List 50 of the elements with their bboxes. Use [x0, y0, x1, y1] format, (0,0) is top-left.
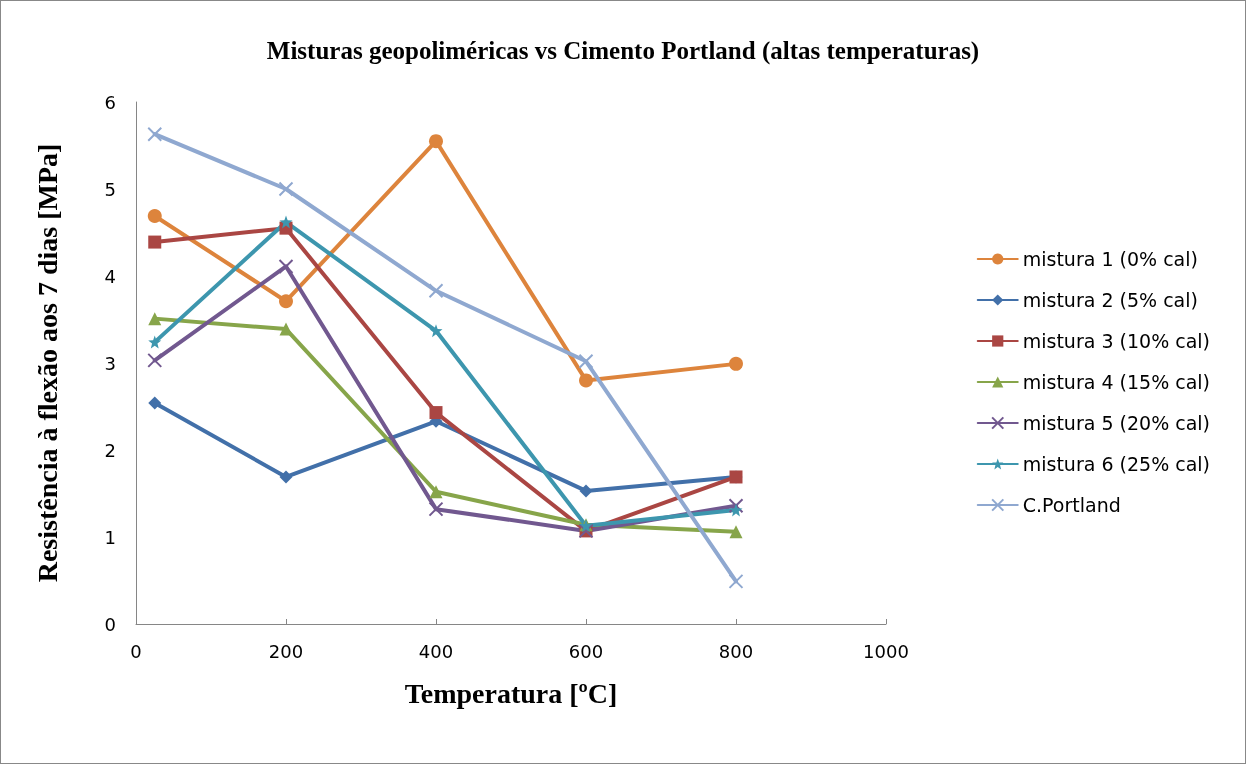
legend-label: mistura 2 (5% cal): [1022, 289, 1198, 311]
point: [429, 406, 443, 420]
point: [148, 235, 162, 249]
point: [728, 498, 744, 514]
point: [428, 501, 444, 517]
point: [429, 134, 443, 149]
y-axis-title: Resistência à flexão aos 7 dias [MPa]: [31, 143, 63, 583]
point: [279, 294, 293, 309]
point: [729, 503, 743, 517]
point: [148, 396, 162, 410]
point: [148, 335, 162, 349]
y-tick-label: 4: [104, 265, 116, 287]
y-tick-label: 0: [104, 613, 116, 635]
point: [578, 353, 594, 369]
legend-label: mistura 3 (10% cal): [1022, 330, 1210, 352]
point: [579, 373, 593, 388]
legend-label: mistura 4 (15% cal): [1022, 371, 1210, 393]
x-tick-label: 600: [568, 640, 604, 662]
x-axis-title: Temperatura [ºC]: [404, 677, 618, 709]
y-tick-label: 6: [104, 91, 116, 113]
point: [728, 573, 744, 589]
point: [147, 352, 163, 368]
point: [279, 470, 293, 484]
x-tick-label: 800: [718, 640, 754, 662]
legend-label: mistura 5 (20% cal): [1022, 412, 1210, 434]
x-tick-label: 400: [418, 640, 454, 662]
x-tick-label: 0: [130, 640, 142, 662]
point: [729, 356, 743, 371]
point: [278, 258, 294, 274]
y-tick-label: 5: [104, 178, 116, 200]
point: [429, 324, 443, 338]
legend-label: C.Portland: [1022, 494, 1121, 516]
point: [729, 525, 743, 539]
chart-title: Misturas geopoliméricas vs Cimento Portland (altas temperaturas): [266, 37, 980, 65]
point: [147, 126, 163, 142]
point: [279, 215, 293, 229]
point: [429, 485, 443, 499]
y-tick-label: 3: [104, 352, 116, 374]
point: [147, 208, 162, 223]
y-tick-label: 1: [104, 526, 116, 548]
point: [278, 181, 294, 197]
x-tick-label: 200: [268, 640, 304, 662]
x-tick-label: 1000: [863, 640, 909, 662]
point: [579, 484, 593, 498]
legend-label: mistura 1 (0% cal): [1022, 248, 1198, 270]
point: [279, 322, 293, 336]
point: [148, 312, 162, 326]
legend-label: mistura 6 (25% cal): [1022, 453, 1210, 475]
y-tick-label: 2: [104, 439, 116, 461]
point: [428, 283, 444, 299]
